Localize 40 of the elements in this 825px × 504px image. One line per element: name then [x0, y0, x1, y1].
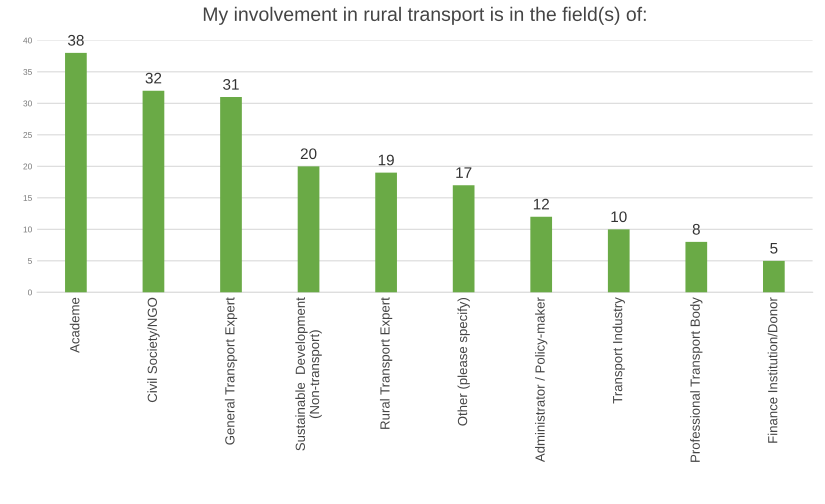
bar — [298, 166, 320, 292]
y-tick-label: 35 — [23, 69, 32, 75]
y-tick-label: 10 — [24, 226, 32, 232]
x-tick-label: Administrator / Policy-maker — [535, 297, 548, 462]
bar — [452, 185, 475, 292]
x-tick-label: General Transport Expert — [224, 297, 238, 445]
data-label: 8 — [692, 224, 700, 235]
data-label: 5 — [770, 242, 778, 254]
y-tick-label: 40 — [23, 38, 32, 44]
bar — [608, 229, 630, 292]
chart-title: My involvement in rural transport is in the field(s) of: — [204, 6, 646, 25]
bar — [375, 172, 397, 292]
x-tick-label: Finance Institution/Donor — [768, 297, 778, 443]
x-tick-label: Other (please specify) — [458, 298, 470, 426]
bar — [762, 260, 785, 292]
data-label: 10 — [611, 211, 627, 222]
data-label: 19 — [378, 154, 394, 166]
bar — [65, 52, 87, 292]
x-tick-label: Civil Society/NGO — [147, 298, 160, 402]
y-tick-label: 25 — [23, 132, 32, 138]
data-label: 17 — [456, 167, 472, 178]
data-label: 31 — [223, 79, 239, 90]
data-label: 12 — [534, 198, 549, 210]
data-label: 32 — [146, 72, 162, 84]
bar — [142, 90, 164, 292]
bar — [530, 216, 552, 292]
x-tick-label: Transport Industry — [612, 297, 625, 404]
y-tick-label: 0 — [28, 290, 32, 296]
bar — [220, 97, 242, 292]
x-tick-label: Professional Transport Body — [690, 297, 702, 462]
bar — [685, 242, 708, 292]
x-tick-label: Rural Transport Expert — [380, 297, 392, 429]
y-tick-label: 20 — [23, 164, 32, 170]
data-label: 38 — [68, 34, 84, 46]
x-tick-label: Sustainable Development (Non-transport) — [295, 297, 322, 451]
y-tick-label: 30 — [23, 100, 32, 106]
y-tick-label: 15 — [24, 195, 32, 201]
y-tick-label: 5 — [28, 258, 32, 264]
x-tick-label: Academe — [70, 298, 80, 353]
data-label: 20 — [300, 148, 316, 160]
